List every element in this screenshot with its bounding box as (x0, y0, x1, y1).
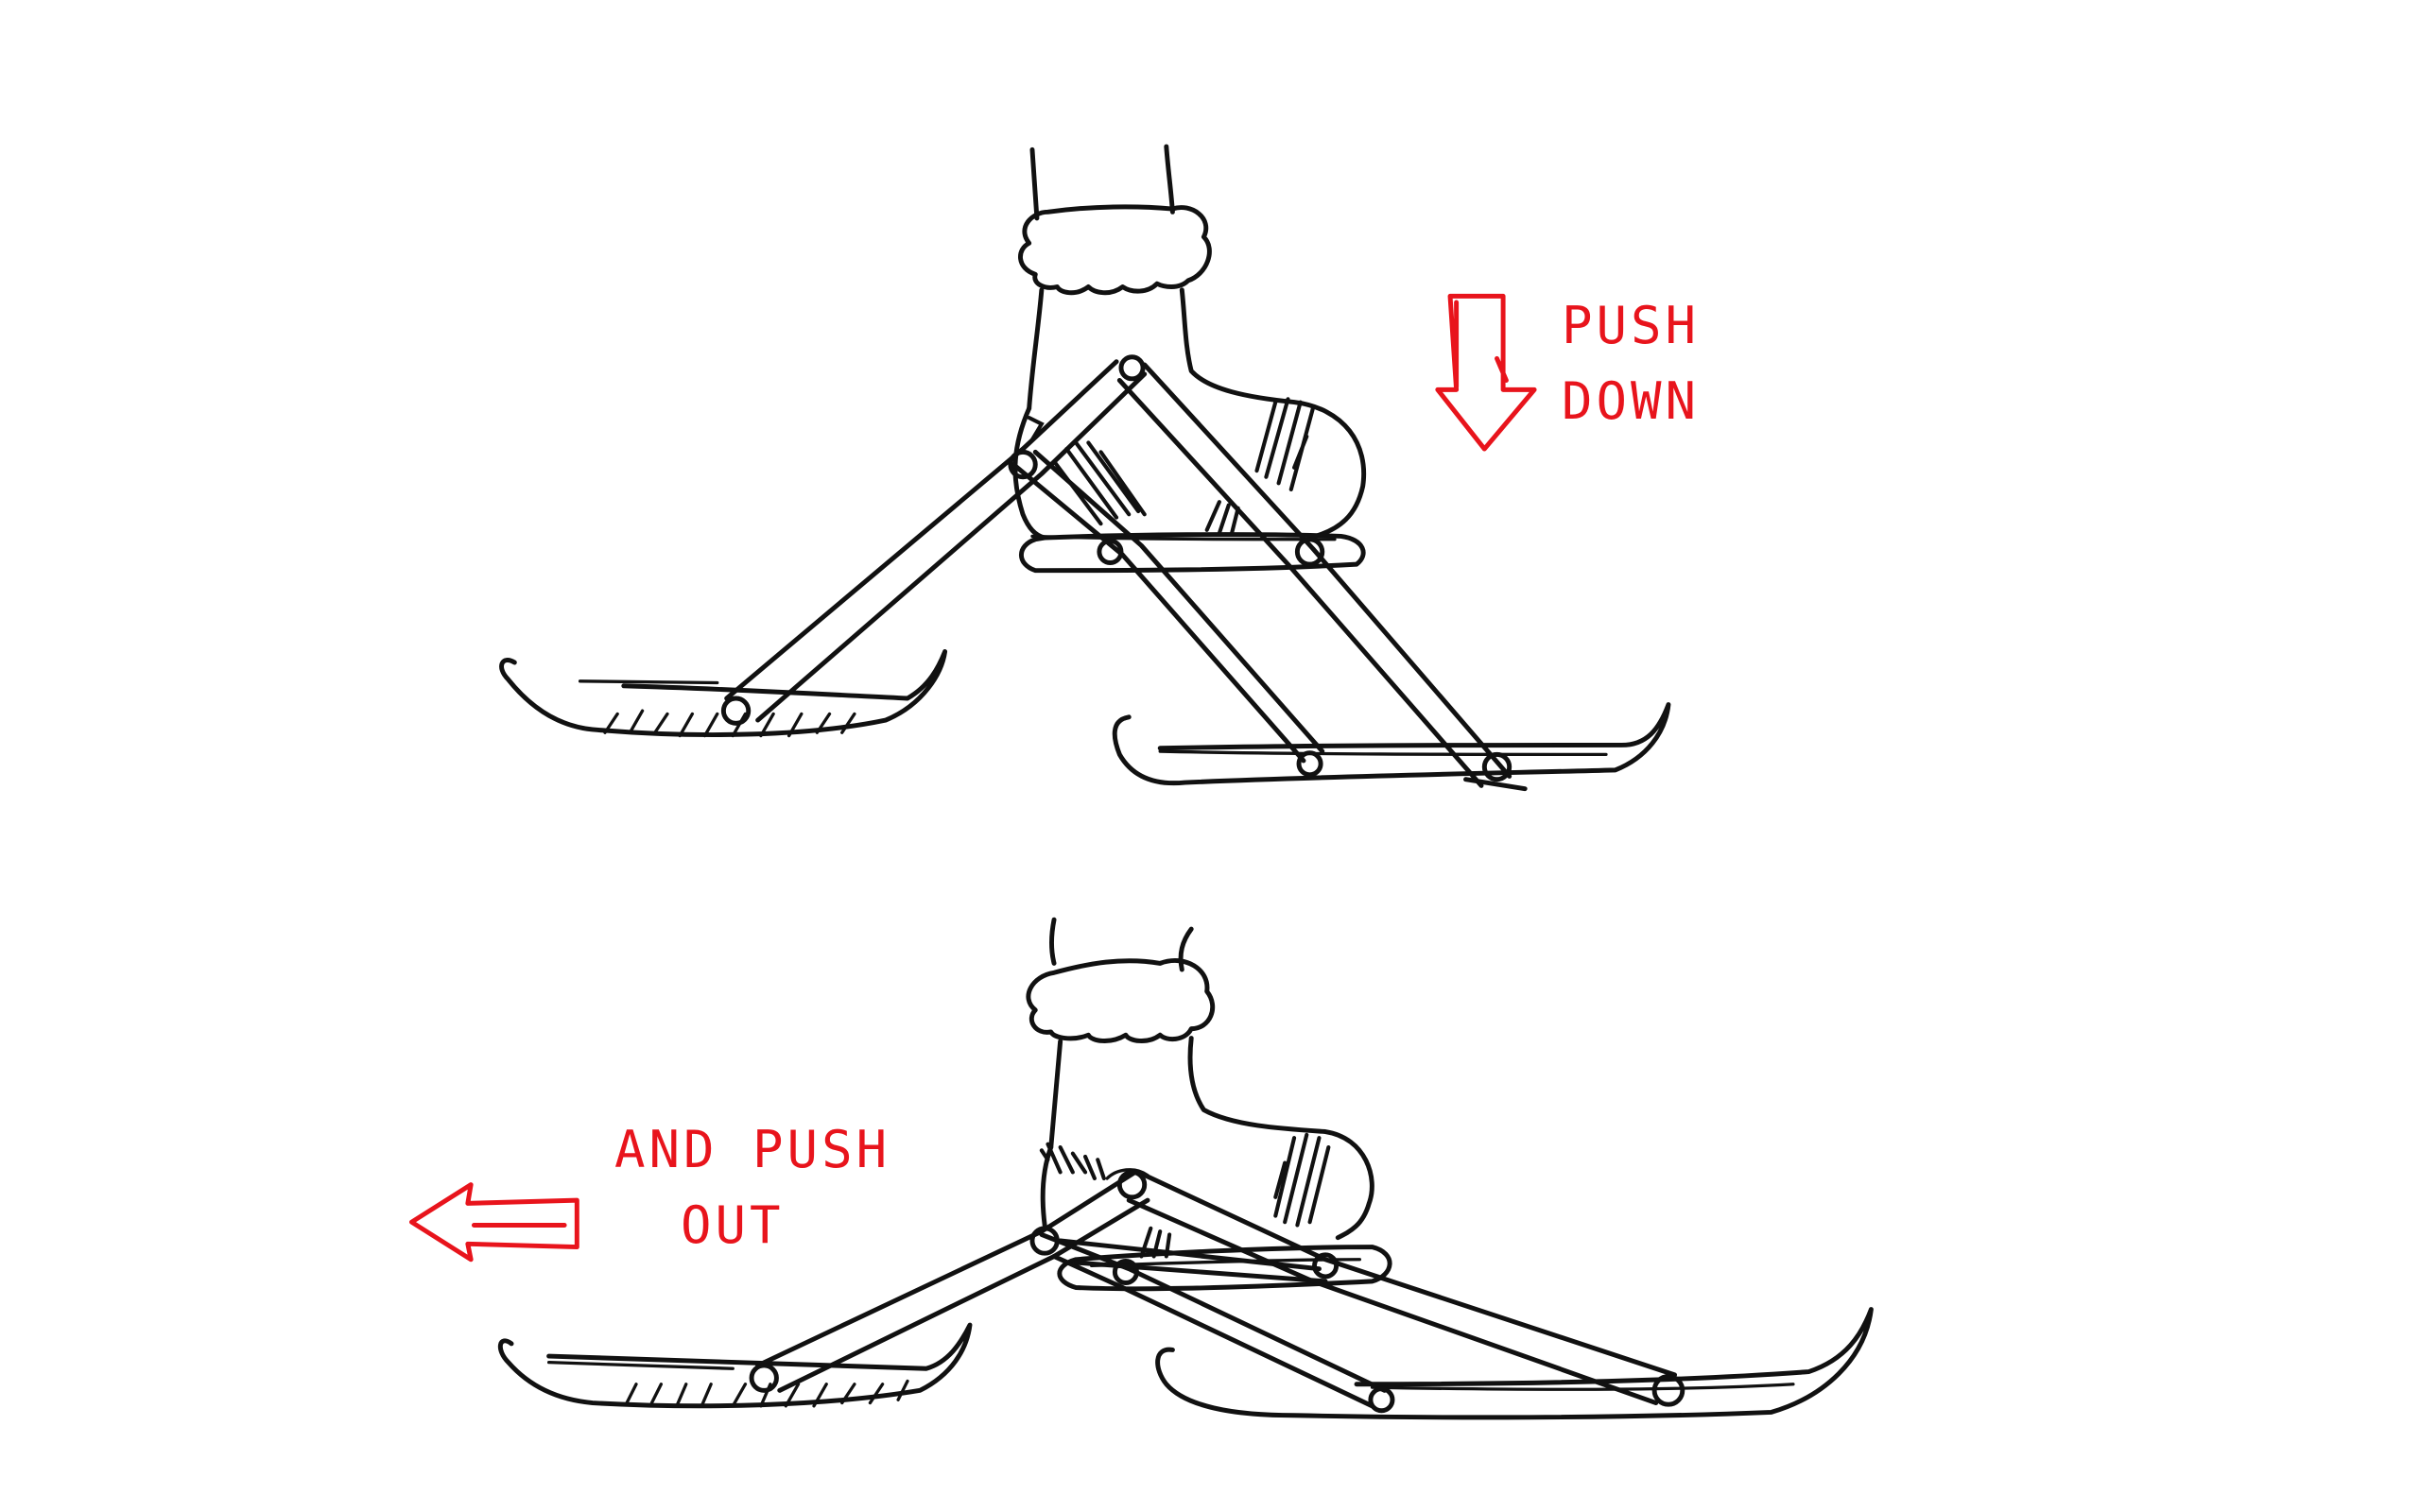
bottom-figure (408, 917, 1874, 1420)
push-out-line-2: OUT (681, 1195, 785, 1255)
top-leg (1029, 144, 1175, 221)
top-boot (1012, 287, 1367, 574)
top-pivots (720, 354, 1512, 782)
push-down-line-1: PUSH (1562, 296, 1701, 355)
push-down-arrow-icon (1435, 293, 1537, 452)
push-down-label: PUSH DOWN (1562, 301, 1700, 427)
top-left-ski (499, 649, 948, 738)
bottom-right-ski (1155, 1307, 1874, 1420)
top-boot-hatching (1027, 397, 1315, 536)
top-fur-cuff (1018, 204, 1212, 296)
bottom-boot (1040, 1036, 1392, 1292)
push-down-line-2: DOWN (1562, 371, 1701, 431)
push-out-arrow-icon (408, 1182, 579, 1263)
bottom-leg (1049, 917, 1194, 972)
push-out-line-1: AND PUSH (614, 1120, 891, 1179)
top-right-ski (1112, 702, 1671, 786)
bottom-pivots (749, 1169, 1685, 1414)
bottom-left-ski (498, 1322, 973, 1409)
bottom-fur-cuff (1026, 957, 1216, 1043)
top-figure (499, 144, 1671, 792)
bottom-linkage (755, 1168, 1678, 1409)
push-out-label: AND PUSH OUT (614, 1125, 890, 1251)
